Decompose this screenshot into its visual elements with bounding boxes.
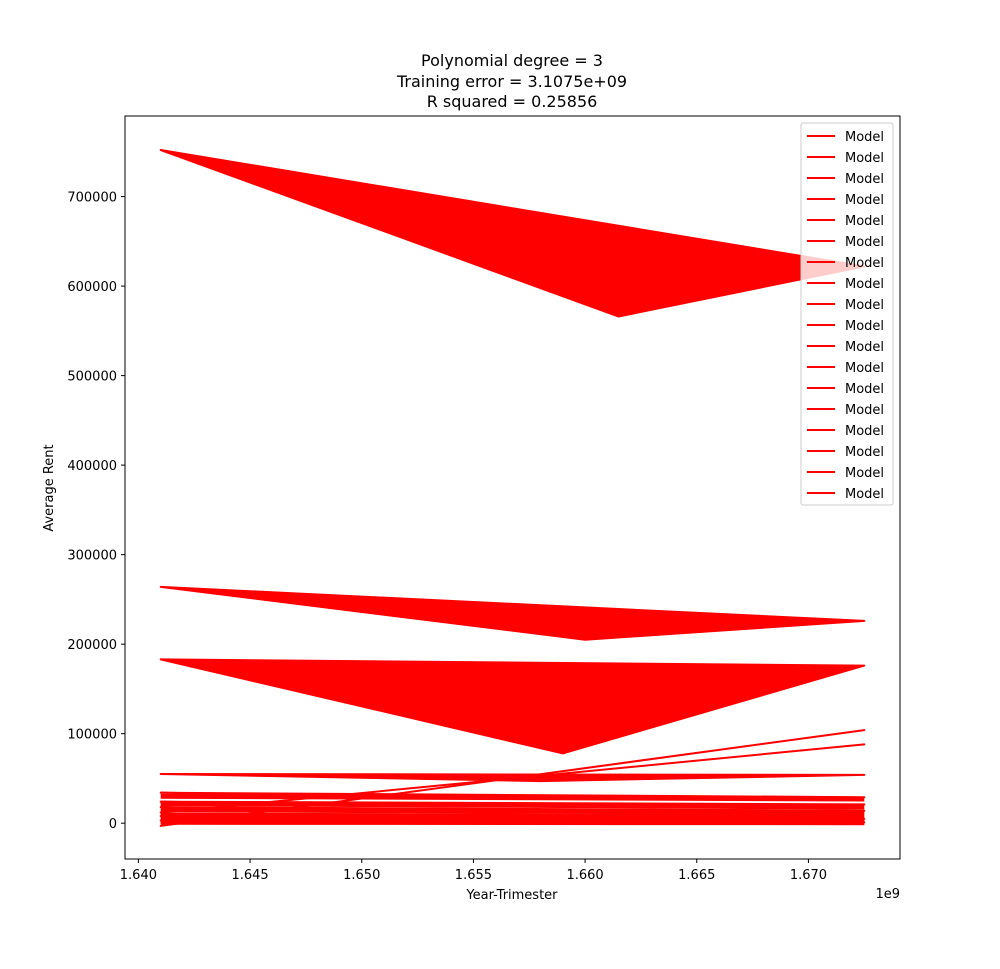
x-tick-label: 1.670 (790, 868, 827, 883)
x-axis-offset-label: 1e9 (875, 887, 900, 902)
legend-label: Model (845, 319, 884, 334)
legend-label: Model (845, 256, 884, 271)
legend-label: Model (845, 172, 884, 187)
legend-label: Model (845, 340, 884, 355)
legend-label: Model (845, 382, 884, 397)
legend-label: Model (845, 214, 884, 229)
legend-label: Model (845, 361, 884, 376)
x-tick-label: 1.660 (566, 868, 603, 883)
series-group (161, 150, 865, 826)
series-line-18 (161, 821, 865, 822)
chart-title: Polynomial degree = 3 Training error = 3… (396, 51, 627, 111)
legend-label: Model (845, 487, 884, 502)
legend-label: Model (845, 193, 884, 208)
y-tick-label: 0 (109, 817, 117, 832)
y-tick-label: 600000 (67, 280, 117, 295)
series-line-15 (161, 796, 865, 799)
legend-label: Model (845, 403, 884, 418)
series-line-6 (161, 774, 865, 781)
chart-title-line-2: Training error = 3.1075e+09 (396, 72, 627, 91)
x-tick-label: 1.655 (455, 868, 492, 883)
y-axis: 0 100000 200000 300000 400000 500000 600000 700… (67, 191, 125, 833)
legend-label: Model (845, 130, 884, 145)
y-tick-label: 100000 (67, 728, 117, 743)
series-line-3 (161, 659, 865, 753)
legend-label: Model (845, 151, 884, 166)
series-line-13 (161, 810, 865, 813)
series-line-17 (161, 815, 865, 817)
x-tick-label: 1.640 (120, 868, 157, 883)
legend-label: Model (845, 277, 884, 292)
legend-label: Model (845, 424, 884, 439)
y-tick-label: 700000 (67, 191, 117, 206)
chart-title-line-1: Polynomial degree = 3 (421, 51, 603, 70)
y-tick-label: 200000 (67, 638, 117, 653)
legend-label: Model (845, 298, 884, 313)
y-tick-label: 300000 (67, 549, 117, 564)
y-tick-label: 400000 (67, 459, 117, 474)
y-tick-label: 500000 (67, 370, 117, 385)
x-tick-label: 1.650 (343, 868, 380, 883)
x-tick-label: 1.665 (678, 868, 715, 883)
legend-label: Model (845, 235, 884, 250)
x-axis-label: Year-Trimester (465, 888, 558, 903)
legend-label: Model (845, 445, 884, 460)
series-line-1 (161, 150, 865, 317)
x-axis: 1.640 1.645 1.650 1.655 1.660 1.665 1.670 (120, 859, 827, 883)
legend: Model Model Model Model Model Model Model Model… (801, 123, 893, 505)
x-tick-label: 1.645 (231, 868, 268, 883)
legend-label: Model (845, 466, 884, 481)
y-axis-label: Average Rent (42, 444, 57, 531)
chart-title-line-3: R squared = 0.25856 (427, 92, 598, 111)
series-line-2 (161, 587, 865, 640)
